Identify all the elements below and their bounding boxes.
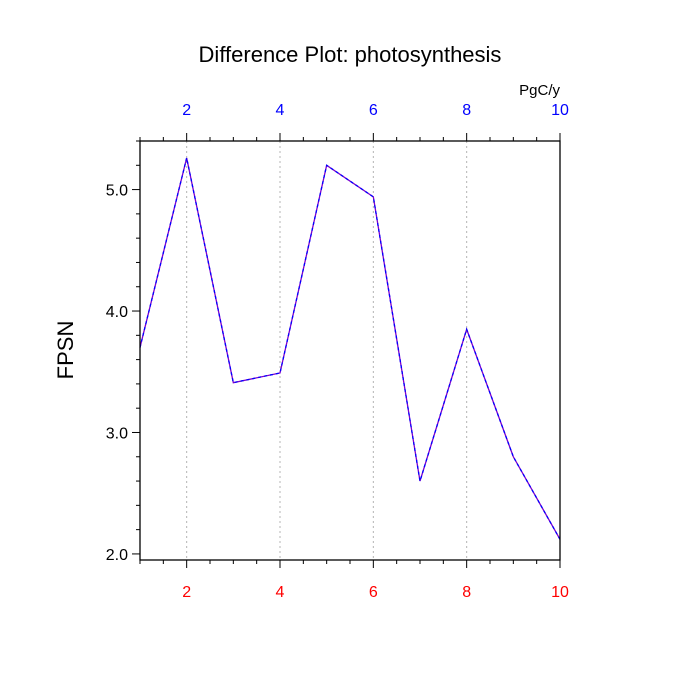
x-tick-label-top: 6 [369,102,378,119]
x-tick-label-top: 2 [182,102,191,119]
y-tick-label: 3.0 [106,425,128,442]
tick-labels: 2 2 4 4 6 6 8 8 10 10 2.0 3.0 4.0 5.0 [106,102,569,601]
x-tick-label-top: 10 [551,102,569,119]
series-lines [139,157,561,540]
y-axis-label: FPSN [53,321,78,380]
series-line [139,157,561,540]
x-tick-label-bottom: 2 [182,584,191,601]
units-label: PgC/y [519,82,560,99]
series-line-dash [139,157,561,540]
y-tick-label: 4.0 [106,304,128,321]
plot-frame [139,140,561,561]
x-tick-label-bottom: 8 [462,584,471,601]
x-tick-label-top: 8 [462,102,471,119]
axis-ticks [132,133,561,568]
x-tick-label-top: 4 [276,102,285,119]
x-tick-label-bottom: 10 [551,584,569,601]
grid-lines [186,141,468,560]
x-tick-label-bottom: 4 [276,584,285,601]
x-tick-label-bottom: 6 [369,584,378,601]
y-tick-label: 5.0 [106,183,128,200]
chart-title: Difference Plot: photosynthesis [199,42,502,67]
y-tick-label: 2.0 [106,547,128,564]
